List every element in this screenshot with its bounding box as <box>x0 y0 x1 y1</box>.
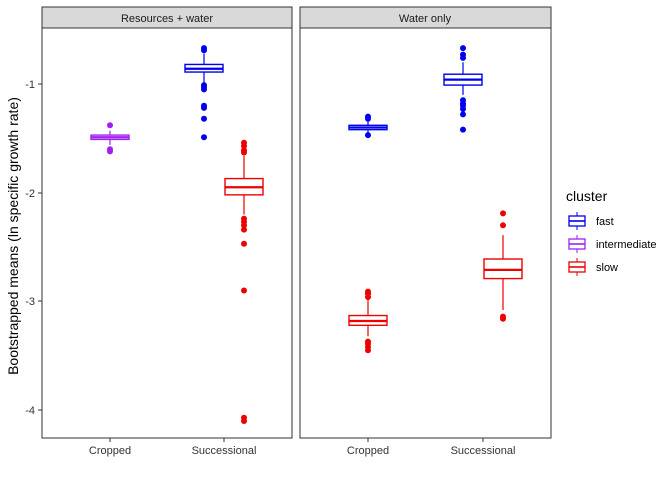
outlier-point <box>241 226 247 233</box>
x-tick-label: Successional <box>192 445 257 457</box>
legend-label: intermediate <box>596 239 657 251</box>
box-layer <box>348 45 523 354</box>
outlier-point <box>460 111 466 118</box>
outlier-point <box>107 122 113 129</box>
box-layer <box>90 45 264 424</box>
facet-strip-label: Resources + water <box>121 13 213 25</box>
y-tick-label: -2 <box>25 188 35 200</box>
outlier-point <box>500 222 506 229</box>
box-slow <box>224 139 264 424</box>
x-tick-label: Cropped <box>89 445 131 457</box>
outlier-point <box>365 294 371 301</box>
outlier-point <box>241 240 247 247</box>
outlier-point <box>460 126 466 133</box>
outlier-point <box>365 115 371 122</box>
panel-background <box>41 27 293 439</box>
box-slow <box>348 288 388 354</box>
legend: cluster fast intermediate slow <box>566 188 657 276</box>
outlier-point <box>201 47 207 54</box>
facet-strip-label: Water only <box>399 13 452 25</box>
x-tick-label: Cropped <box>347 445 389 457</box>
y-tick-labels: -1 -2 -3 -4 <box>25 79 35 417</box>
outlier-point <box>241 149 247 156</box>
x-tick-label: Successional <box>451 445 516 457</box>
outlier-point <box>241 142 247 149</box>
outlier-point <box>460 45 466 52</box>
y-tick-label: -3 <box>25 296 35 308</box>
outlier-point <box>201 134 207 141</box>
box-slow <box>483 210 523 322</box>
panel-background <box>299 27 552 439</box>
outlier-point <box>241 222 247 229</box>
legend-key-fast <box>568 212 586 230</box>
y-tick-label: -1 <box>25 79 35 91</box>
outlier-point <box>201 86 207 93</box>
legend-label: fast <box>596 216 614 228</box>
outlier-point <box>500 210 506 217</box>
box-intermediate <box>90 122 130 155</box>
outlier-point <box>460 106 466 113</box>
outlier-point <box>241 417 247 424</box>
facet-resources-water: Resources + water Cropped Successional <box>41 6 293 457</box>
outlier-point <box>201 104 207 111</box>
legend-label: slow <box>596 262 618 274</box>
y-axis-title: Bootstrapped means (ln specific growth r… <box>5 97 21 375</box>
outlier-point <box>500 315 506 322</box>
outlier-point <box>365 132 371 139</box>
y-tick-label: -4 <box>25 405 35 417</box>
box-fast <box>443 45 483 133</box>
box-fast <box>184 45 224 141</box>
outlier-point <box>460 54 466 61</box>
legend-key-intermediate <box>568 235 586 253</box>
outlier-point <box>241 287 247 294</box>
legend-key-slow <box>568 258 586 276</box>
outlier-point <box>201 115 207 122</box>
outlier-point <box>365 347 371 354</box>
facet-water-only: Water only Cropped Successional <box>299 6 552 457</box>
outlier-point <box>107 148 113 155</box>
y-ticks <box>38 83 42 411</box>
legend-keys <box>568 212 586 276</box>
box-fast <box>348 113 388 139</box>
legend-title: cluster <box>566 188 608 204</box>
